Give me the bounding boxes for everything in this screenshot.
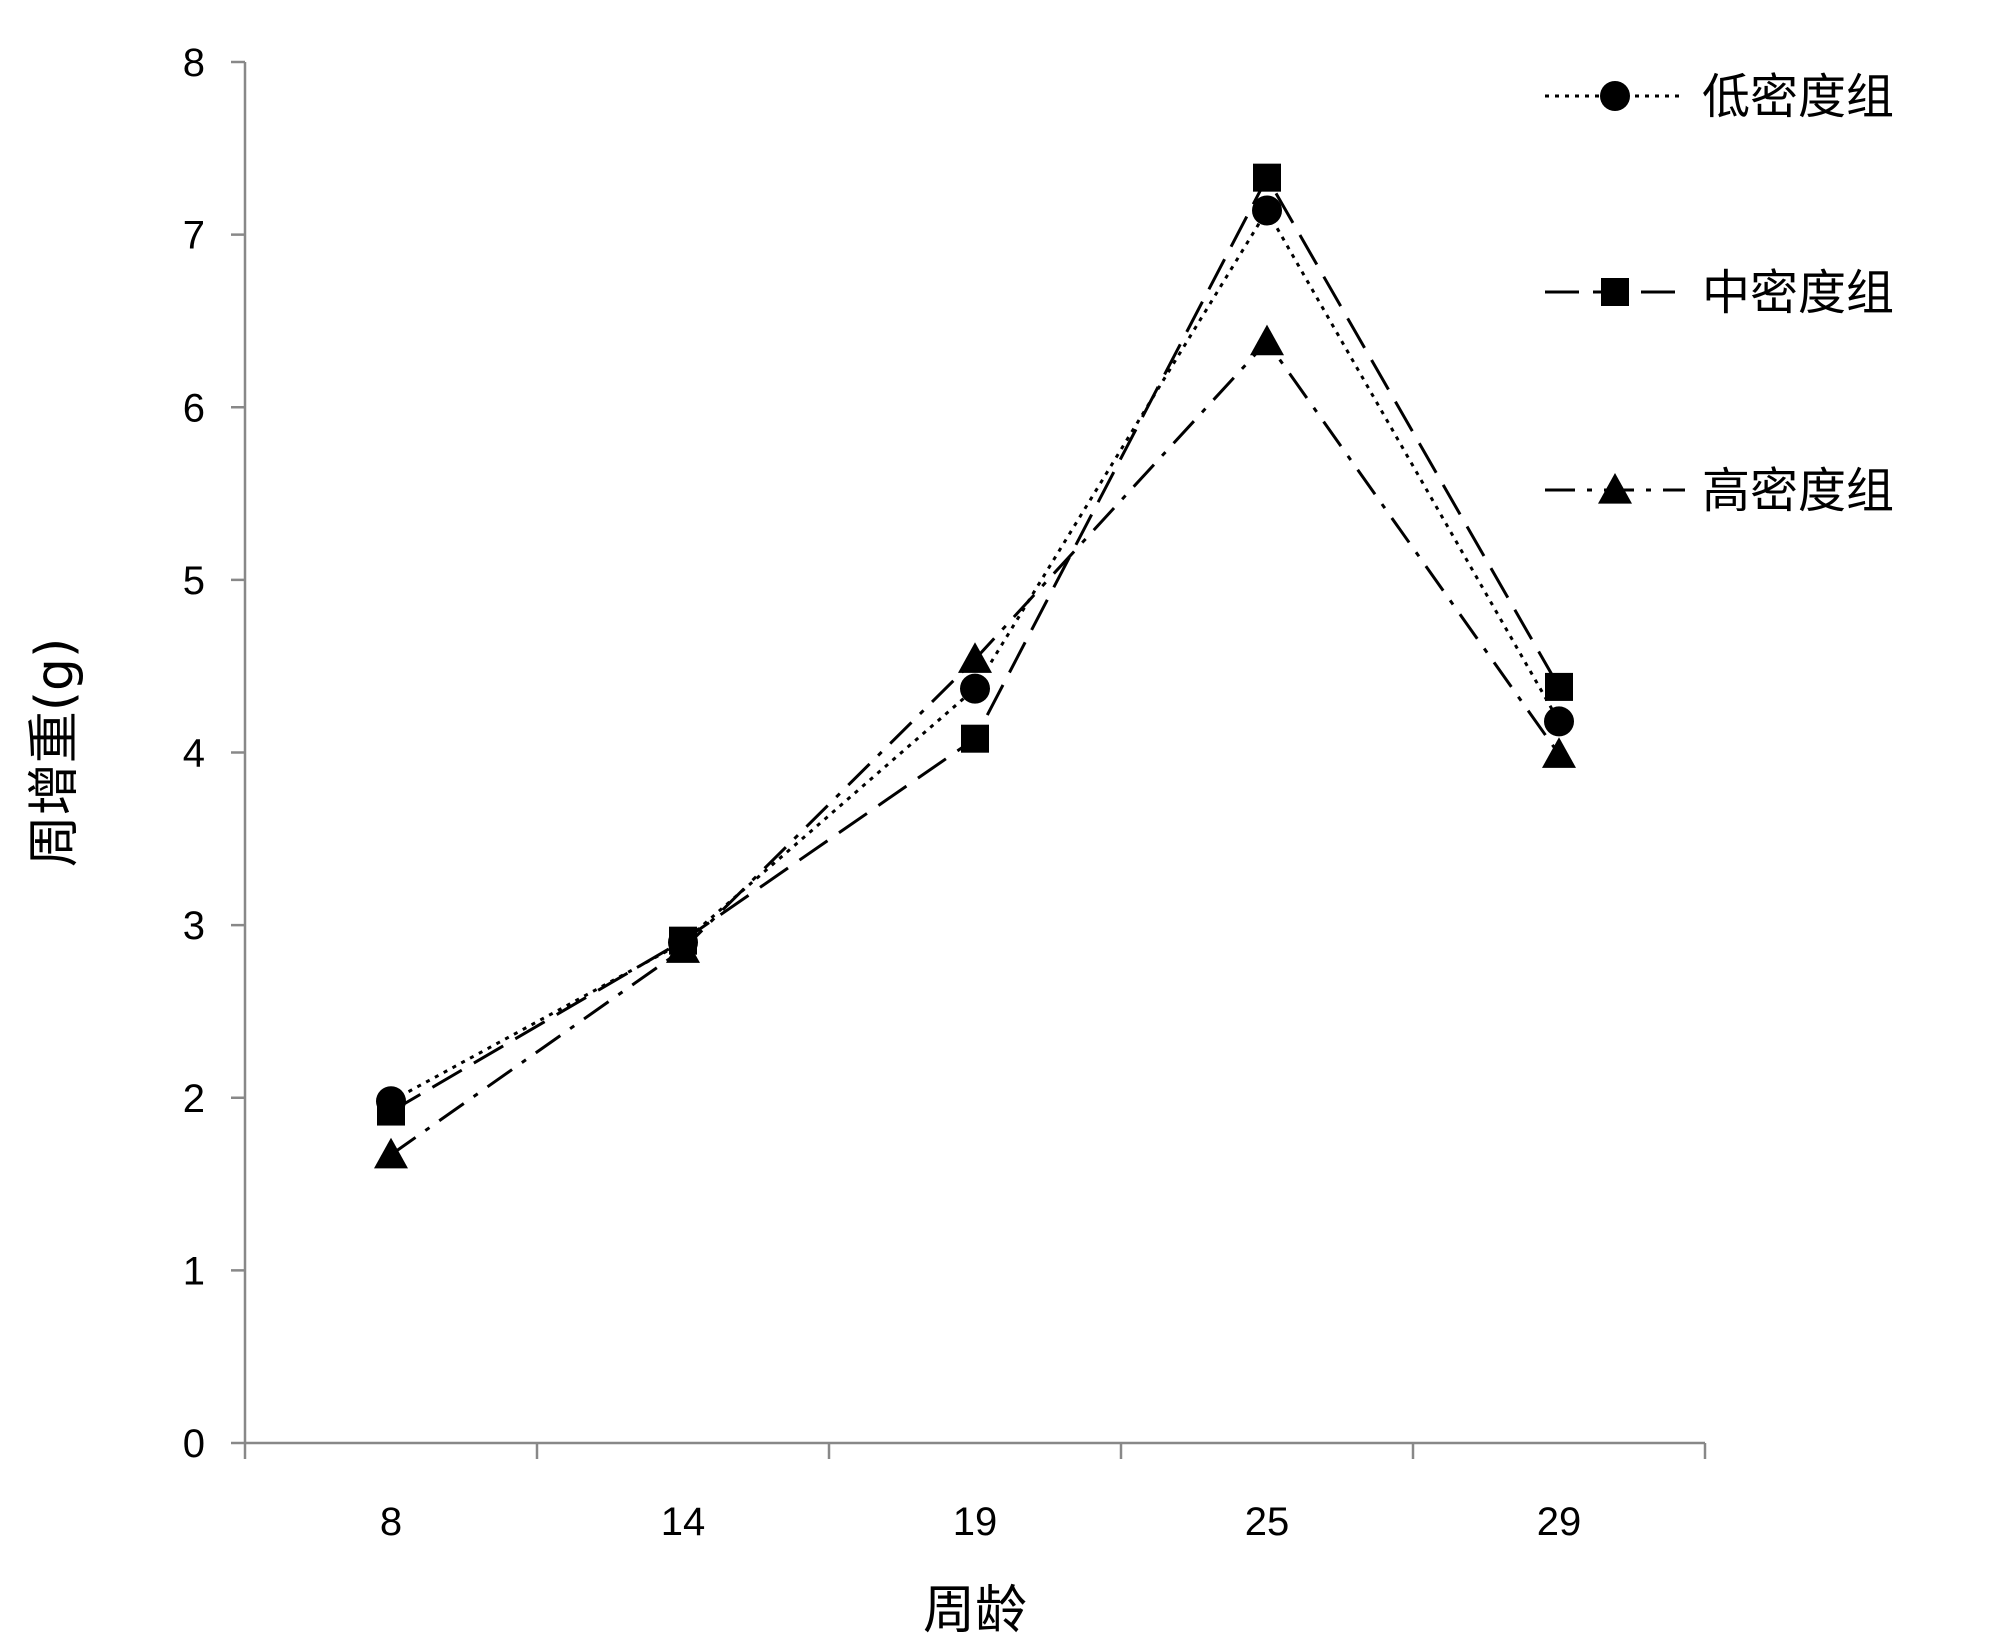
y-tick-label: 4 bbox=[183, 732, 205, 776]
x-tick-label: 19 bbox=[953, 1500, 998, 1544]
y-tick-label: 0 bbox=[183, 1422, 205, 1466]
data-point bbox=[377, 1097, 405, 1126]
legend-item: 低密度组 bbox=[1545, 69, 1894, 125]
x-tick-label: 29 bbox=[1537, 1500, 1582, 1544]
y-tick-label: 8 bbox=[183, 41, 205, 85]
y-tick-label: 1 bbox=[183, 1249, 205, 1293]
legend-marker bbox=[1598, 473, 1632, 504]
legend-label: 高密度组 bbox=[1702, 463, 1894, 519]
series-triangle bbox=[374, 324, 1576, 1169]
x-tick-label: 14 bbox=[661, 1500, 706, 1544]
data-point bbox=[961, 724, 989, 753]
data-point bbox=[374, 1137, 408, 1169]
legend-item: 中密度组 bbox=[1545, 265, 1894, 321]
y-tick-label: 6 bbox=[183, 386, 205, 430]
y-tick-label: 2 bbox=[183, 1077, 205, 1121]
data-point bbox=[1544, 706, 1574, 737]
series-layer bbox=[374, 163, 1576, 1169]
x-axis-title: 周龄 bbox=[923, 1581, 1027, 1641]
x-axis-ticks: 8 14 19 25 29 bbox=[243, 1443, 1707, 1544]
x-tick-label: 8 bbox=[380, 1500, 402, 1544]
data-point bbox=[1253, 163, 1281, 192]
data-point bbox=[1545, 672, 1573, 701]
data-point bbox=[1250, 324, 1284, 356]
data-point bbox=[1252, 195, 1282, 226]
y-tick-label: 5 bbox=[183, 559, 205, 603]
y-axis-ticks: 0 1 2 3 4 5 6 7 8 bbox=[183, 41, 245, 1466]
y-axis-title: 周增重(g) bbox=[25, 638, 85, 868]
legend-marker bbox=[1601, 278, 1629, 306]
data-point bbox=[960, 673, 990, 704]
y-tick-label: 3 bbox=[183, 904, 205, 948]
legend-label: 低密度组 bbox=[1702, 69, 1894, 125]
series-line bbox=[390, 207, 1561, 1103]
legend-marker bbox=[1600, 81, 1630, 111]
legend-item: 高密度组 bbox=[1545, 463, 1894, 519]
data-point bbox=[958, 642, 992, 673]
y-tick-label: 7 bbox=[183, 214, 205, 258]
data-point bbox=[666, 932, 700, 963]
data-point bbox=[1542, 737, 1576, 768]
x-tick-label: 25 bbox=[1245, 1500, 1290, 1544]
legend-label: 中密度组 bbox=[1702, 265, 1894, 321]
